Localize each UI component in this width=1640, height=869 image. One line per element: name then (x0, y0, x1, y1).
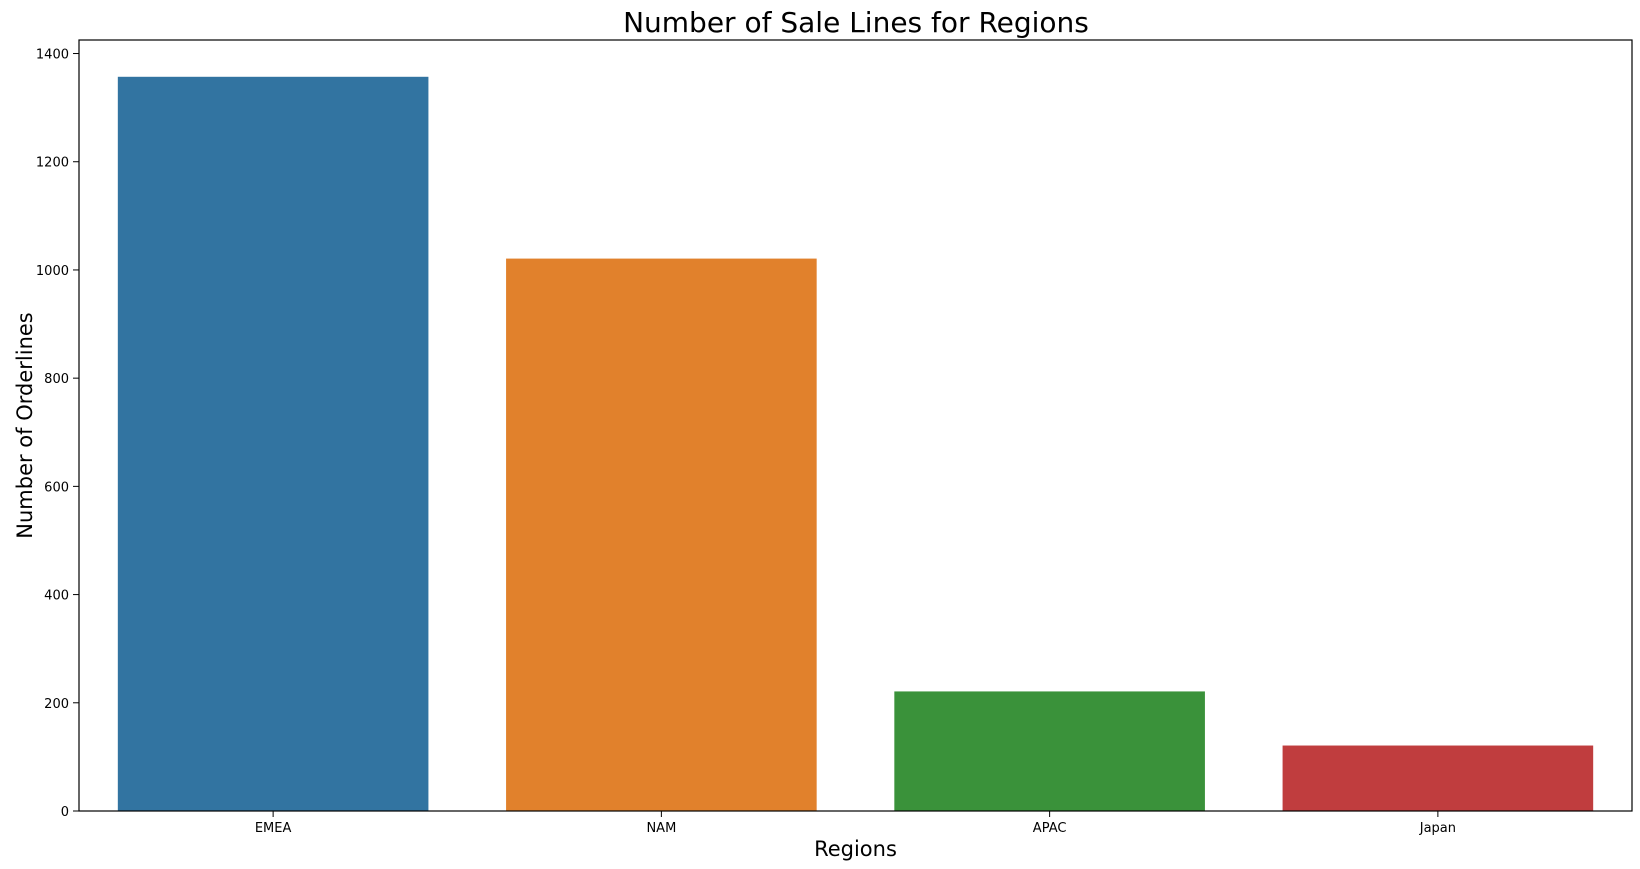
x-axis-ticks: EMEA NAM APAC Japan (255, 811, 1456, 836)
bar-emea (117, 76, 429, 812)
x-tick-label: Japan (1419, 821, 1456, 836)
y-tick-label: 1200 (36, 156, 69, 171)
x-tick-label: NAM (646, 821, 676, 836)
y-axis-ticks: 0 200 400 600 800 1000 1200 1400 (36, 48, 79, 820)
y-axis-title: Number of Orderlines (13, 312, 37, 538)
chart-title: Number of Sale Lines for Regions (623, 6, 1089, 39)
bar-nam (506, 258, 817, 812)
y-tick-label: 600 (44, 480, 69, 495)
y-tick-label: 1000 (36, 264, 69, 279)
y-tick-label: 1400 (36, 48, 69, 63)
bar-apac (894, 691, 1205, 811)
y-tick-label: 0 (61, 805, 69, 820)
bars-layer (117, 76, 1594, 812)
plot-frame (78, 39, 1633, 812)
y-tick-label: 400 (44, 589, 69, 604)
x-tick-label: APAC (1033, 821, 1067, 836)
x-axis-title: Regions (814, 837, 897, 861)
y-tick-label: 200 (44, 697, 69, 712)
x-tick-label: EMEA (255, 821, 292, 836)
bar-japan (1282, 745, 1594, 811)
y-tick-label: 800 (44, 372, 69, 387)
